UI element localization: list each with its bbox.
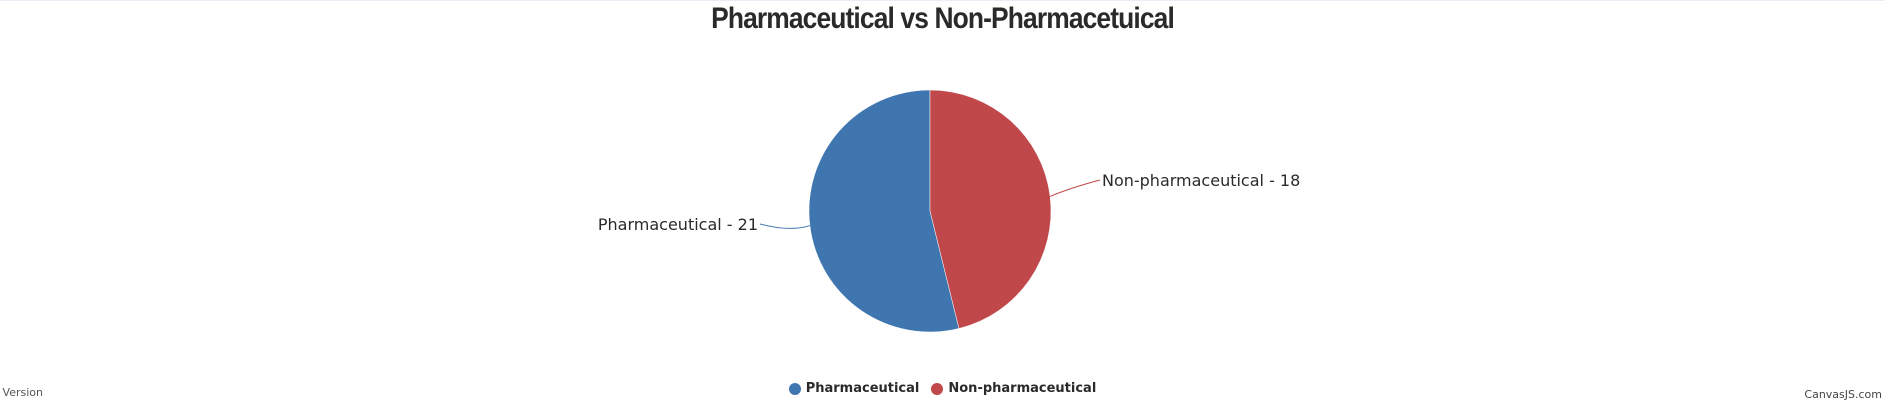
legend: Pharmaceutical Non-pharmaceutical <box>0 381 1885 396</box>
data-label-non-pharmaceutical: Non-pharmaceutical - 18 <box>1102 171 1300 190</box>
leader-line-pharmaceutical <box>759 223 811 229</box>
legend-label-non-pharmaceutical: Non-pharmaceutical <box>948 381 1097 396</box>
data-label-pharmaceutical: Pharmaceutical - 21 <box>598 215 758 234</box>
legend-dot-non-pharmaceutical <box>931 382 944 395</box>
legend-item-pharmaceutical[interactable]: Pharmaceutical <box>788 381 920 396</box>
chart-title: Pharmaceutical vs Non-Pharmacetuical <box>711 2 1175 35</box>
legend-dot-pharmaceutical <box>788 382 801 395</box>
version-link[interactable]: l Version <box>0 386 44 399</box>
pie-slice-pharmaceutical[interactable] <box>808 89 960 333</box>
pie-slice-non-pharmaceutical[interactable] <box>929 89 1052 329</box>
canvasjs-credit-link[interactable]: CanvasJS.com <box>1804 388 1882 401</box>
legend-label-pharmaceutical: Pharmaceutical <box>805 381 920 396</box>
leader-line-non-pharmaceutical <box>1049 179 1101 197</box>
top-border <box>0 0 1885 1</box>
legend-item-non-pharmaceutical[interactable]: Non-pharmaceutical <box>931 381 1096 396</box>
